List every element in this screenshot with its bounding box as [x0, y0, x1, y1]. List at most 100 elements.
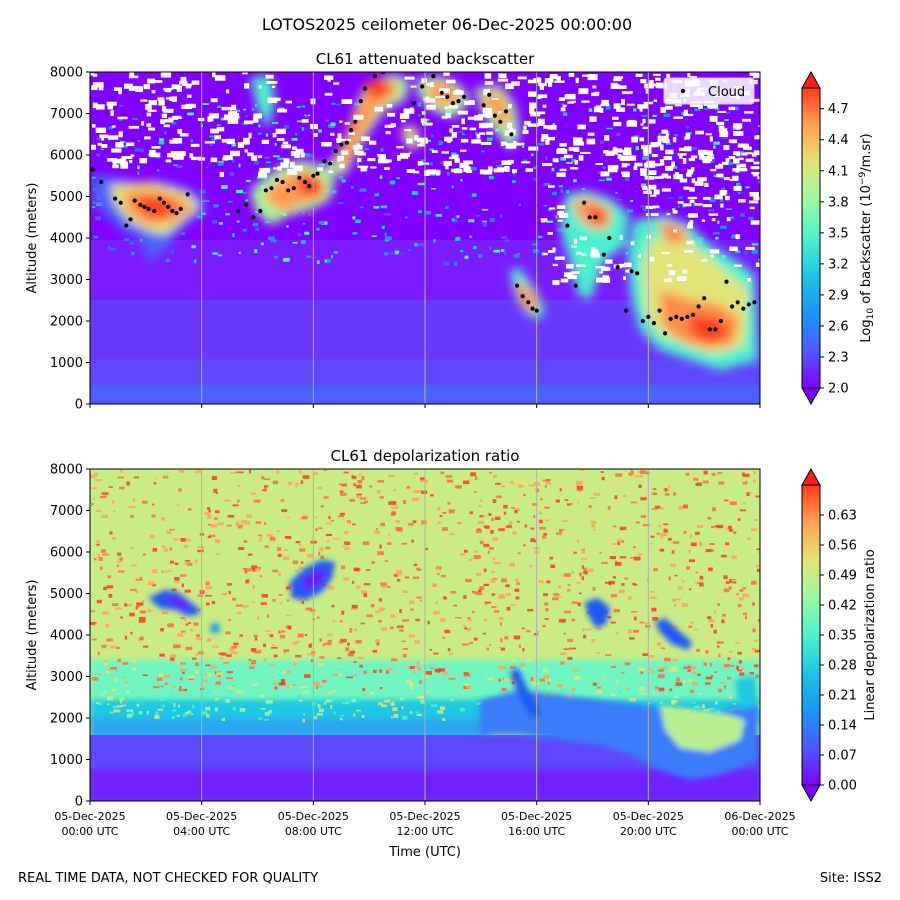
noise-cell — [316, 616, 320, 619]
cloud-marker — [244, 202, 249, 207]
noise-cell — [600, 471, 604, 474]
noise-cell — [130, 514, 134, 518]
noise-cell — [212, 220, 218, 224]
noise-cell — [668, 485, 671, 488]
noise-cell — [461, 640, 469, 643]
clear-sky-cell — [469, 127, 477, 131]
noise-cell — [119, 140, 126, 143]
clear-sky-cell — [107, 104, 113, 110]
noise-cell — [319, 547, 324, 551]
clear-sky-cell — [330, 132, 335, 136]
noise-cell — [395, 520, 400, 523]
noise-cell — [340, 565, 346, 570]
clear-sky-cell — [576, 264, 587, 267]
noise-cell — [413, 490, 421, 494]
noise-cell — [495, 482, 501, 485]
noise-cell — [732, 234, 738, 238]
noise-cell — [261, 476, 265, 480]
noise-cell — [484, 601, 492, 604]
noise-cell — [438, 668, 445, 672]
noise-cell — [571, 618, 576, 622]
noise-cell — [351, 638, 355, 642]
noise-cell — [624, 177, 630, 181]
noise-cell — [194, 470, 198, 474]
noise-cell — [522, 648, 525, 652]
noise-cell — [471, 554, 479, 556]
noise-cell — [224, 594, 230, 598]
noise-cell — [597, 517, 603, 520]
clear-sky-cell — [619, 263, 626, 268]
clear-sky-cell — [699, 152, 705, 155]
noise-cell — [335, 103, 341, 106]
noise-cell — [512, 531, 517, 535]
clear-sky-cell — [139, 158, 148, 164]
noise-cell — [530, 677, 534, 682]
noise-cell — [299, 548, 306, 552]
noise-cell — [564, 470, 569, 473]
noise-cell — [543, 593, 548, 597]
clear-sky-cell — [686, 240, 694, 245]
noise-cell — [390, 512, 395, 516]
noise-cell — [254, 104, 258, 108]
noise-cell — [735, 642, 741, 644]
noise-cell — [655, 688, 658, 690]
noise-cell — [756, 568, 760, 572]
noise-cell — [459, 708, 465, 712]
cloud-marker — [445, 94, 450, 99]
clear-sky-cell — [639, 107, 643, 112]
noise-cell — [538, 235, 543, 239]
noise-cell — [317, 704, 321, 708]
noise-cell — [642, 653, 649, 656]
noise-cell — [171, 525, 178, 528]
noise-cell — [117, 552, 122, 556]
noise-cell — [449, 581, 456, 583]
noise-cell — [205, 581, 210, 586]
clear-sky-cell — [276, 138, 285, 141]
x-tick-date: 05-Dec-2025 — [613, 810, 684, 823]
noise-cell — [353, 538, 357, 541]
noise-cell — [553, 556, 559, 559]
noise-cell — [521, 627, 525, 630]
noise-cell — [440, 549, 445, 552]
noise-cell — [353, 713, 356, 717]
noise-cell — [637, 633, 641, 637]
clear-sky-cell — [685, 133, 691, 139]
noise-cell — [550, 564, 555, 569]
noise-cell — [676, 677, 680, 682]
clear-sky-cell — [160, 119, 165, 125]
noise-cell — [670, 563, 677, 567]
clear-sky-cell — [733, 264, 742, 267]
noise-cell — [632, 472, 637, 475]
noise-cell — [704, 636, 711, 640]
clear-sky-cell — [613, 103, 621, 109]
clear-sky-cell — [223, 114, 232, 120]
cloud-base-markers — [90, 72, 757, 336]
noise-cell — [212, 645, 219, 648]
colorbar-tick-label: 0.00 — [828, 779, 857, 794]
noise-cell — [351, 674, 358, 677]
noise-cell — [607, 506, 611, 510]
noise-cell — [644, 622, 650, 625]
noise-cell — [185, 712, 190, 715]
noise-cell — [675, 598, 681, 601]
clear-sky-cell — [560, 107, 566, 112]
noise-cell — [292, 658, 298, 661]
noise-cell — [249, 663, 255, 667]
clear-sky-cell — [123, 83, 133, 89]
x-tick-date: 05-Dec-2025 — [278, 810, 349, 823]
clear-sky-cell — [560, 278, 568, 283]
noise-cell — [282, 257, 290, 262]
noise-cell — [659, 548, 665, 552]
noise-cell — [466, 627, 472, 632]
noise-cell — [490, 579, 495, 583]
noise-cell — [563, 573, 571, 577]
clear-sky-cell — [621, 91, 630, 95]
noise-cell — [629, 557, 635, 559]
noise-cell — [214, 539, 221, 544]
noise-cell — [709, 662, 712, 667]
noise-cell — [504, 636, 509, 640]
noise-cell — [310, 659, 314, 662]
noise-cell — [755, 674, 759, 679]
noise-cell — [115, 670, 118, 673]
noise-cell — [731, 555, 737, 560]
